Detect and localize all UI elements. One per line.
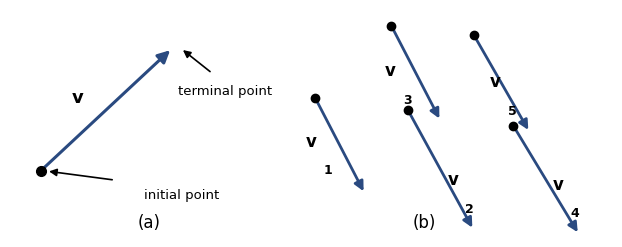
Text: (b): (b) — [412, 214, 436, 232]
Text: 1: 1 — [323, 164, 332, 177]
Text: 5: 5 — [508, 105, 517, 118]
Text: initial point: initial point — [144, 189, 219, 202]
Text: v: v — [490, 74, 501, 91]
Text: 3: 3 — [403, 94, 411, 107]
Text: v: v — [72, 89, 83, 107]
Text: v: v — [384, 62, 396, 80]
Text: v: v — [447, 171, 458, 189]
Text: (a): (a) — [138, 214, 160, 232]
Text: v: v — [305, 133, 317, 151]
Text: v: v — [553, 176, 564, 194]
Text: 2: 2 — [465, 203, 474, 216]
Text: 4: 4 — [571, 207, 580, 220]
Text: terminal point: terminal point — [178, 85, 272, 98]
